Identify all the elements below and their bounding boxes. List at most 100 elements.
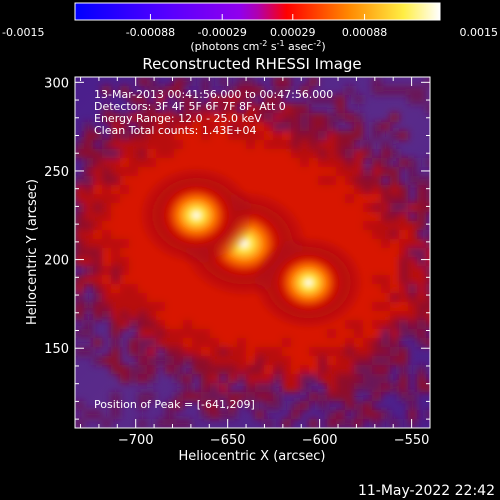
heatmap-cell: [84, 320, 93, 329]
heatmap-cell: [192, 140, 201, 149]
heatmap-cell: [201, 392, 210, 401]
heatmap-cell: [309, 167, 318, 176]
heatmap-cell: [111, 347, 120, 356]
heatmap-cell: [129, 158, 138, 167]
heatmap-cell: [273, 401, 282, 410]
heatmap-cell: [75, 203, 84, 212]
heatmap-cell: [102, 185, 111, 194]
heatmap-cell: [291, 401, 300, 410]
heatmap-cell: [111, 275, 120, 284]
heatmap-cell: [237, 338, 246, 347]
heatmap-cell: [417, 95, 426, 104]
heatmap-cell: [246, 95, 255, 104]
heatmap-cell: [75, 419, 84, 428]
heatmap-cell: [111, 185, 120, 194]
heatmap-cell: [336, 167, 345, 176]
heatmap-cell: [381, 248, 390, 257]
colorbar-tick-label: -0.00088: [126, 26, 175, 39]
heatmap-cell: [426, 185, 430, 194]
heatmap-cell: [210, 383, 219, 392]
heatmap-cell: [318, 401, 327, 410]
heatmap-cell: [336, 320, 345, 329]
y-tick-label: 300: [44, 76, 69, 91]
heatmap-cell: [228, 338, 237, 347]
heatmap-cell: [111, 320, 120, 329]
heatmap-cell: [327, 212, 336, 221]
heatmap-cell: [129, 221, 138, 230]
heatmap-cell: [354, 194, 363, 203]
heatmap-cell: [102, 203, 111, 212]
heatmap-cell: [381, 194, 390, 203]
heatmap-cell: [138, 113, 147, 122]
heatmap-cell: [84, 185, 93, 194]
heatmap-cell: [363, 338, 372, 347]
heatmap-cell: [336, 239, 345, 248]
heatmap-cell: [309, 95, 318, 104]
heatmap-cell: [84, 266, 93, 275]
heatmap-cell: [273, 167, 282, 176]
heatmap-cell: [156, 131, 165, 140]
heatmap-cell: [219, 293, 228, 302]
heatmap-cell: [318, 212, 327, 221]
heatmap-cell: [120, 194, 129, 203]
heatmap-cell: [318, 122, 327, 131]
heatmap-cell: [147, 113, 156, 122]
colorbar-tick-label: 0.00029: [270, 26, 316, 39]
heatmap-cell: [237, 392, 246, 401]
heatmap-cell: [399, 203, 408, 212]
heatmap-cell: [120, 302, 129, 311]
heatmap-cell: [363, 356, 372, 365]
heatmap-cell: [336, 347, 345, 356]
heatmap-cell: [282, 347, 291, 356]
heatmap-cell: [282, 194, 291, 203]
heatmap-cell: [390, 167, 399, 176]
heatmap-cell: [174, 338, 183, 347]
heatmap-cell: [345, 338, 354, 347]
heatmap-cell: [408, 392, 417, 401]
heatmap-cell: [75, 248, 84, 257]
heatmap-cell: [363, 140, 372, 149]
heatmap-cell: [327, 410, 336, 419]
heatmap-cell: [165, 131, 174, 140]
heatmap-cell: [309, 212, 318, 221]
heatmap-cell: [228, 401, 237, 410]
heatmap-cell: [75, 230, 84, 239]
heatmap-cell: [291, 365, 300, 374]
heatmap-cell: [165, 302, 174, 311]
heatmap-cell: [399, 131, 408, 140]
heatmap-cell: [390, 347, 399, 356]
heatmap-cell: [273, 77, 282, 86]
heatmap-cell: [372, 392, 381, 401]
heatmap-cell: [309, 176, 318, 185]
heatmap-cell: [408, 419, 417, 428]
heatmap-cell: [111, 401, 120, 410]
heatmap-cell: [183, 320, 192, 329]
heatmap-cell: [183, 284, 192, 293]
heatmap-cell: [426, 203, 430, 212]
heatmap-cell: [345, 167, 354, 176]
heatmap-cell: [300, 356, 309, 365]
heatmap-cell: [138, 302, 147, 311]
heatmap-cell: [390, 86, 399, 95]
heatmap-cell: [237, 86, 246, 95]
heatmap-cell: [102, 239, 111, 248]
heatmap-cell: [93, 266, 102, 275]
heatmap-cell: [354, 410, 363, 419]
heatmap-cell: [318, 140, 327, 149]
heatmap-cell: [363, 293, 372, 302]
x-axis-ticks: [80, 77, 431, 428]
heatmap-cell: [426, 257, 430, 266]
heatmap-cell: [273, 149, 282, 158]
heatmap-cell: [138, 329, 147, 338]
heatmap-cell: [183, 266, 192, 275]
heatmap-cell: [399, 383, 408, 392]
heatmap-cell: [93, 221, 102, 230]
heatmap-cell: [426, 266, 430, 275]
heatmap-cell: [156, 275, 165, 284]
heatmap-cell: [345, 140, 354, 149]
timestamp: 11-May-2022 22:42: [358, 483, 495, 499]
heatmap-cell: [84, 329, 93, 338]
heatmap-cell: [345, 194, 354, 203]
heatmap-cell: [111, 221, 120, 230]
heatmap-cell: [147, 149, 156, 158]
